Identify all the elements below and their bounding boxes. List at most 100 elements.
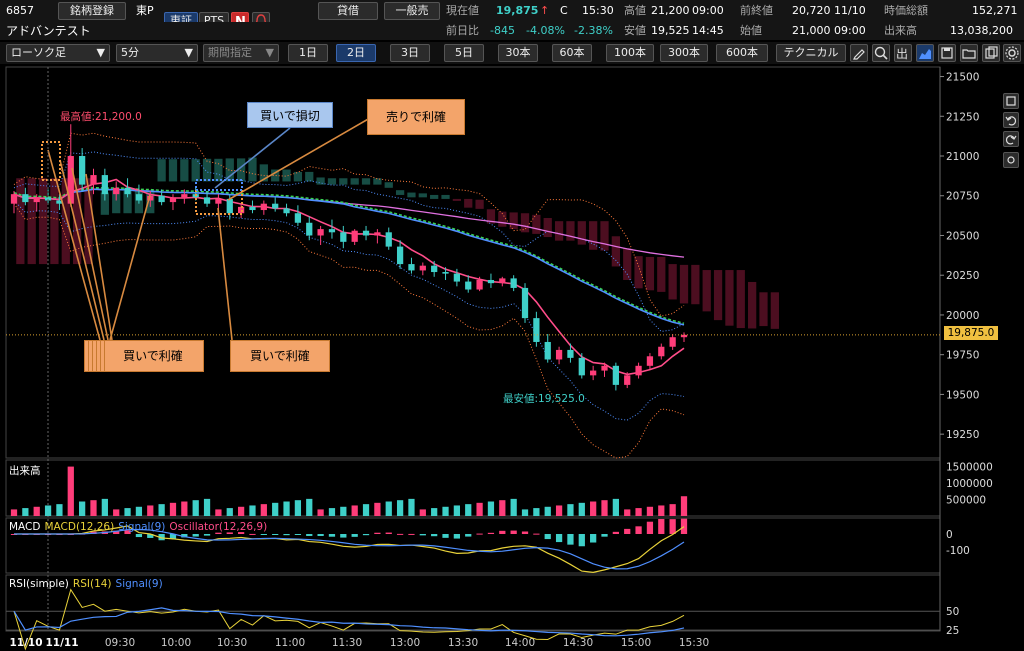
interval-select[interactable]: 5分 ▼: [116, 44, 198, 62]
callout-buy-profit-2: 買いで利確: [230, 340, 330, 372]
rsi-panel-title: RSI(simple): [9, 578, 69, 590]
technical-button[interactable]: テクニカル: [776, 44, 846, 62]
range-button-9[interactable]: 600本: [716, 44, 768, 62]
volume-bar: [680, 496, 688, 516]
volume-bar: [44, 505, 52, 516]
copy-icon[interactable]: [982, 44, 1000, 62]
ichimoku-cloud-bar: [725, 270, 734, 326]
ichimoku-cloud-bar: [554, 221, 564, 241]
ichimoku-cloud-bar: [282, 169, 291, 182]
macd-series-1: MACD(12,26): [44, 521, 115, 533]
zoom-icon[interactable]: [872, 44, 890, 62]
candle-body: [396, 246, 404, 265]
macd-histogram-bar: [124, 530, 131, 534]
x-tick-label-2: 11/11: [45, 637, 78, 649]
ichimoku-cloud-bar: [634, 256, 643, 289]
ichimoku-cloud-bar: [657, 256, 666, 292]
range-button-1[interactable]: 1日: [288, 44, 328, 62]
price-tick-label-9: 19500: [946, 389, 979, 401]
macd-histogram-bar: [215, 532, 222, 534]
candle-body: [453, 273, 461, 282]
price-tick-label-1: 21500: [946, 72, 979, 84]
ichimoku-cloud-bar: [84, 178, 93, 265]
range-button-2[interactable]: 2日: [336, 44, 376, 62]
settings-icon[interactable]: [1003, 152, 1019, 168]
macd-histogram-bar: [237, 532, 245, 534]
low-time: 14:45: [692, 24, 724, 37]
candle-body: [590, 370, 597, 376]
volume-bar: [351, 505, 358, 516]
macd-histogram-bar: [181, 534, 188, 538]
ichimoku-cloud-bar: [112, 190, 121, 214]
chart-type-select[interactable]: ローソク足 ▼: [6, 44, 110, 62]
macd-histogram-bar: [419, 534, 426, 536]
volume-bar: [510, 498, 517, 516]
register-button[interactable]: 銘柄登録: [58, 2, 126, 20]
high-label: 高値: [624, 4, 646, 17]
ichimoku-cloud-bar: [464, 198, 473, 208]
save-icon[interactable]: [938, 44, 956, 62]
gear-icon[interactable]: [1003, 44, 1021, 62]
macd-histogram-bar: [635, 526, 642, 534]
range-button-8[interactable]: 300本: [660, 44, 708, 62]
macd-signal-line: [14, 528, 685, 570]
macd-histogram-bar: [680, 518, 688, 534]
chevron-down-icon: ▼: [265, 46, 274, 59]
x-tick-label-1: 11/10: [9, 637, 42, 649]
area-chart-icon[interactable]: [916, 44, 934, 62]
ichimoku-cloud-bar: [100, 192, 109, 215]
candle-body: [260, 203, 267, 211]
ichimoku-cloud-bar: [736, 270, 745, 329]
candle-body: [272, 203, 279, 209]
volume-bar: [283, 501, 290, 516]
undo-icon[interactable]: [1003, 112, 1019, 128]
volume-bar: [555, 505, 563, 516]
volume-bar: [79, 501, 86, 516]
output-icon[interactable]: 出: [894, 44, 912, 62]
period-select[interactable]: 期間指定 ▼: [203, 44, 279, 62]
volume-bar: [487, 501, 495, 516]
volume-bar: [340, 506, 347, 516]
ichimoku-cloud-bar: [430, 194, 439, 199]
account-badge: 一般売: [384, 2, 440, 20]
volume-bar: [158, 504, 165, 516]
range-button-3[interactable]: 3日: [390, 44, 430, 62]
macd-histogram-bar: [147, 534, 154, 538]
volume-bar: [362, 504, 370, 516]
pencil-icon[interactable]: [850, 44, 868, 62]
volume-bar: [169, 502, 177, 516]
candle-body: [181, 194, 188, 198]
ichimoku-cloud-bar: [316, 177, 325, 185]
low-price-marker: 最安値:19,525.0: [503, 393, 585, 405]
candle-body: [22, 194, 29, 203]
change-pct: -4.08%: [526, 24, 565, 37]
candle-body: [56, 200, 63, 204]
rsi-tick-label-2: 25: [946, 625, 959, 637]
candle-body: [578, 357, 585, 376]
volume-bar: [396, 500, 404, 516]
candle-body: [169, 197, 177, 203]
candle-body: [555, 349, 563, 360]
candle-body: [646, 356, 654, 366]
ichimoku-cloud-bar: [384, 182, 393, 188]
ichimoku-cloud-bar: [441, 194, 450, 199]
maximize-icon[interactable]: [1003, 93, 1019, 109]
candle-body: [294, 213, 302, 223]
open-label: 始値: [740, 24, 762, 37]
macd-histogram-bar: [669, 519, 676, 534]
redo-icon[interactable]: [1003, 131, 1019, 147]
rsi-legend: RSI(simple) RSI(14) Signal(9): [9, 578, 167, 590]
rsi-signal-line: [13, 607, 685, 637]
range-button-5[interactable]: 30本: [498, 44, 538, 62]
sma-5-line: [13, 178, 685, 376]
range-button-4[interactable]: 5日: [444, 44, 484, 62]
range-button-6[interactable]: 60本: [552, 44, 592, 62]
ichimoku-cloud-bar: [668, 264, 677, 300]
candle-body: [680, 334, 688, 338]
sell-profit-pointer: [227, 117, 371, 201]
folder-icon[interactable]: [960, 44, 978, 62]
macd-histogram-bar: [487, 532, 495, 534]
candle-body: [601, 365, 608, 371]
range-button-7[interactable]: 100本: [606, 44, 654, 62]
